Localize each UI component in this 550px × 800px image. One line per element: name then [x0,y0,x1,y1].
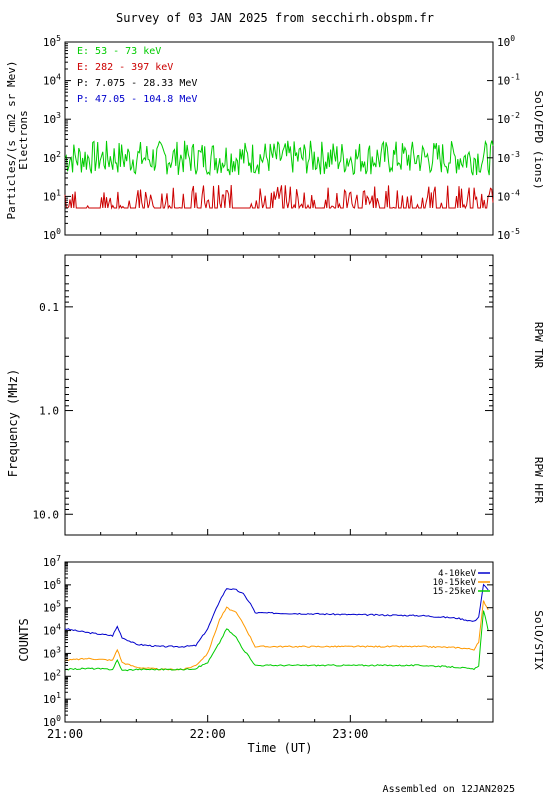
assembled-note: Assembled on 12JAN2025 [383,784,515,795]
x-tick-label: 22:00 [190,727,226,741]
epd-rtick-label: 10-5 [497,227,520,242]
epd-rtick-label: 10-4 [497,188,520,203]
stix-right-label: SolO/STIX [532,610,545,670]
stix-legend-label: 4-10keV [438,569,477,579]
stix-ytick-label: 101 [43,691,61,706]
rpw-ylabel: Frequency (MHz) [6,369,20,477]
epd-ylabel: Particles/(s cm2 sr Mev) [5,61,18,220]
epd-rtick-label: 100 [497,34,515,49]
x-tick-label: 23:00 [332,727,368,741]
stix-ytick-label: 104 [43,623,61,638]
rpw-ytick-label: 1.0 [39,405,59,418]
rpw-ytick-label: 10.0 [33,508,60,521]
stix-legend-label: 10-15keV [433,578,477,588]
epd-ytick-label: 100 [43,227,61,242]
epd-ytick-label: 105 [43,34,61,49]
epd-ytick-label: 104 [43,73,61,88]
stix-ytick-label: 106 [43,577,61,592]
rpw-tnr-label: RPW TNR [532,322,545,369]
stix-legend-label: 15-25keV [433,587,477,597]
rpw-frame [64,254,494,536]
stix-ytick-label: 103 [43,645,61,660]
epd-legend-item: P: 7.075 - 28.33 MeV [77,78,197,89]
rpw-ytick-label: 0.1 [39,301,59,314]
rpw-panel: 0.1 1.0 10.0 Frequency (MHz) RPW TNR RPW H… [6,254,545,536]
epd-rtick-label: 10-1 [497,73,520,88]
stix-ytick-label: 102 [43,668,61,683]
chart-title: Survey of 03 JAN 2025 from secchirh.obsp… [116,11,434,25]
stix-ytick-label: 105 [43,600,61,615]
epd-series-53-73kev [64,139,494,176]
epd-legend-item: E: 53 - 73 keV [77,46,161,57]
rpw-hfr-label: RPW HFR [532,457,545,504]
stix-series-4-10keV [64,583,489,648]
epd-legend-item: E: 282 - 397 keV [77,62,173,73]
epd-ytick-label: 103 [43,111,61,126]
epd-rtick-label: 10-3 [497,150,520,165]
stix-series-10-15keV [64,600,489,671]
epd-series-282-397kev [64,184,494,210]
x-tick-label: 21:00 [47,727,83,741]
stix-series-15-25keV [64,610,489,672]
epd-ylabel-electrons: Electrons [17,110,30,170]
x-axis-label: Time (UT) [247,741,312,755]
epd-ytick-label: 101 [43,188,61,203]
epd-panel: 100 101 102 103 104 105 10-5 10-4 10-3 10-2 10-1 1… [5,34,545,242]
stix-ytick-label: 107 [43,554,61,569]
epd-right-label: SolO/EPD (ions) [532,90,545,189]
epd-legend-item: P: 47.05 - 104.8 MeV [77,94,197,105]
epd-rtick-label: 10-2 [497,111,520,126]
stix-ytick-label: 100 [43,714,61,729]
epd-ytick-label: 102 [43,150,61,165]
stix-ylabel: COUNTS [17,618,31,661]
stix-frame [64,561,494,723]
stix-panel: 100 101 102 103 104 105 106 107 21:00 22:00 23:00… [17,554,545,755]
